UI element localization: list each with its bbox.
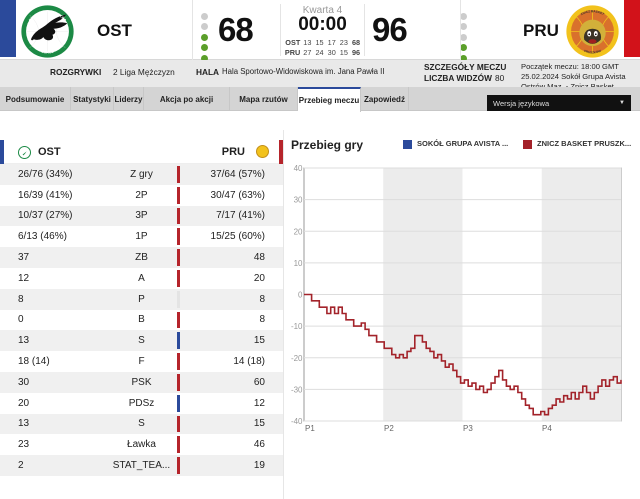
svg-text:0: 0 xyxy=(298,291,303,300)
svg-text:-40: -40 xyxy=(291,417,303,426)
svg-text:P4: P4 xyxy=(542,424,552,433)
svg-text:-20: -20 xyxy=(291,354,303,363)
svg-text:-30: -30 xyxy=(291,385,303,394)
svg-text:P3: P3 xyxy=(463,424,473,433)
svg-text:10: 10 xyxy=(294,259,303,268)
svg-text:20: 20 xyxy=(294,227,303,236)
svg-text:P2: P2 xyxy=(384,424,394,433)
svg-text:40: 40 xyxy=(294,164,303,173)
svg-text:-10: -10 xyxy=(291,322,303,331)
svg-text:30: 30 xyxy=(294,196,303,205)
svg-text:P1: P1 xyxy=(305,424,315,433)
